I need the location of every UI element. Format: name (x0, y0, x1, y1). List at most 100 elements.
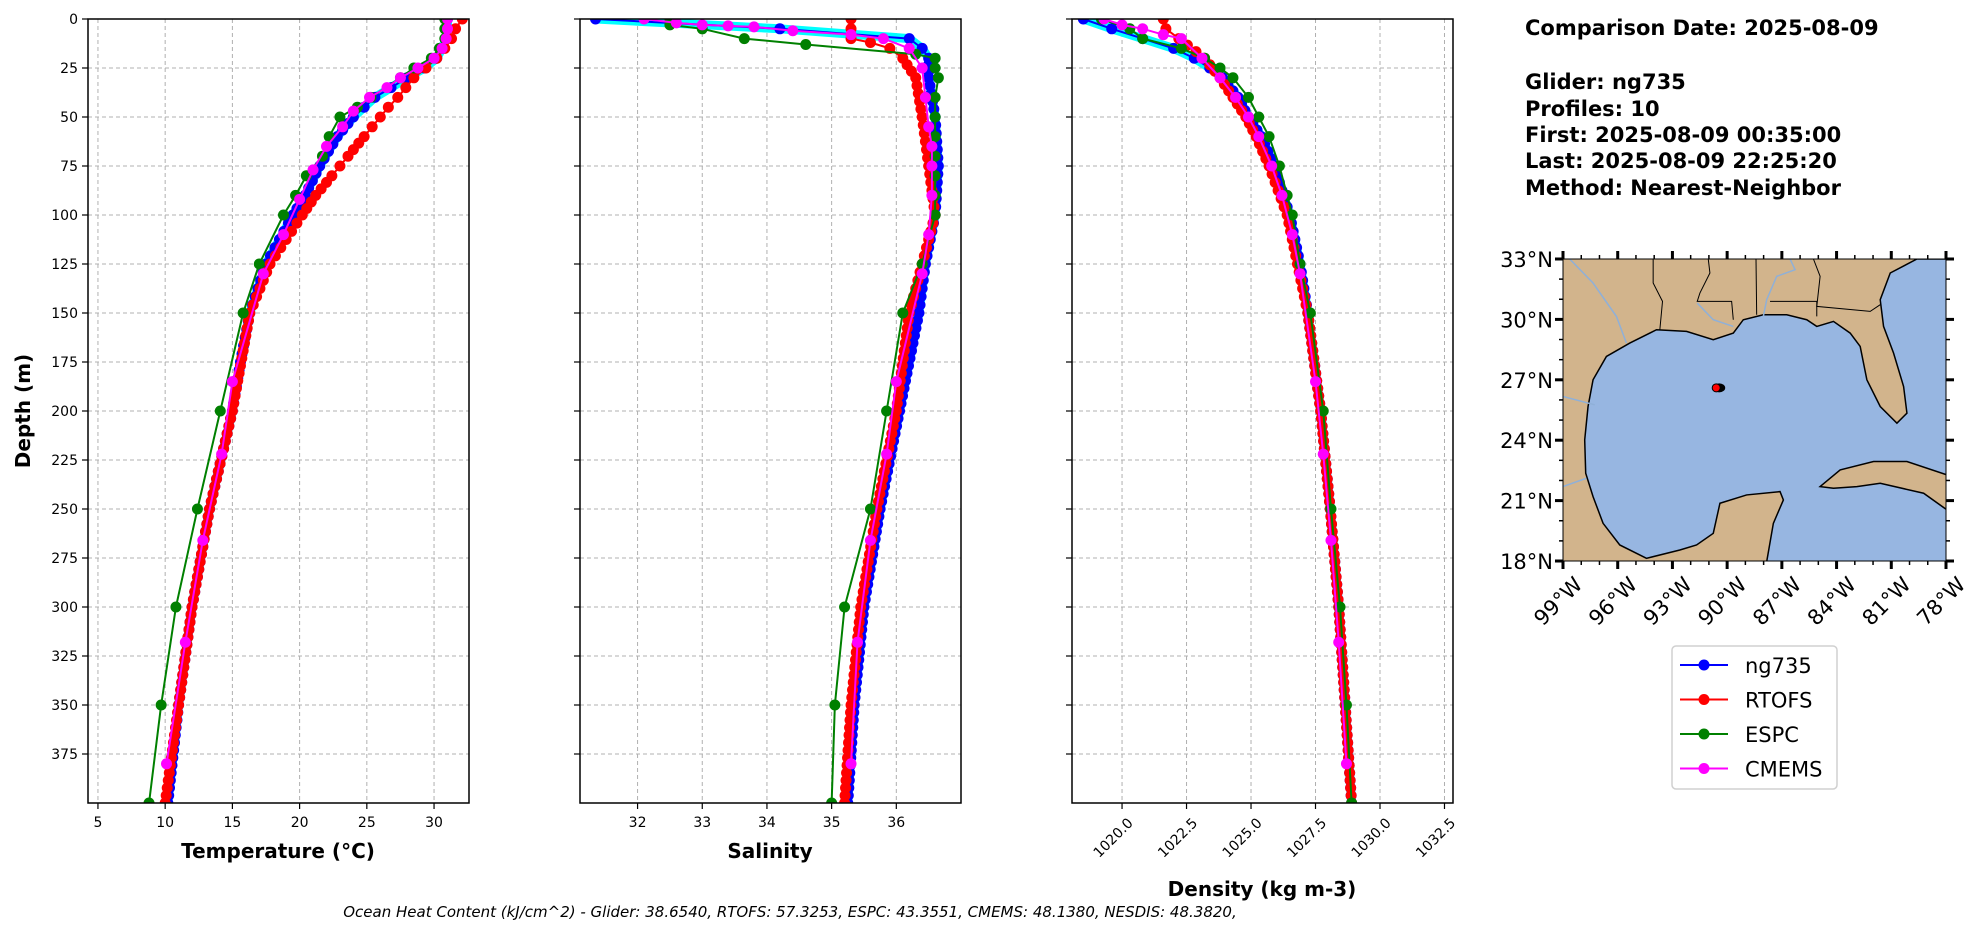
x-axis-label-salinity: Salinity (727, 839, 812, 863)
data-point-cmems (923, 121, 935, 133)
x-tick-label: 1030.0 (1349, 815, 1395, 861)
data-point-cmems (226, 376, 238, 388)
map-lat-label: 21°N (1500, 490, 1553, 514)
x-tick-label: 35 (823, 815, 841, 831)
state-border (1755, 259, 1758, 315)
data-point-espc (155, 699, 167, 711)
data-point-ng735 (914, 299, 926, 311)
x-tick-label: 34 (758, 815, 776, 831)
data-point-cmems (923, 229, 935, 241)
map-lat-label: 30°N (1500, 308, 1553, 332)
data-point-cmems (903, 42, 915, 54)
data-point-cmems (1310, 376, 1322, 388)
y-tick-label: 225 (51, 453, 78, 469)
data-point-rtofs (839, 797, 851, 803)
state-border (1652, 259, 1664, 330)
map-lon-label: 84°W (1803, 572, 1861, 630)
data-point-espc (929, 52, 941, 64)
series-group (143, 19, 468, 803)
data-point-espc (839, 601, 851, 613)
data-point-cmems (364, 91, 376, 103)
info-line: Last: 2025-08-09 22:25:20 (1525, 149, 1837, 173)
y-axis-label: Depth (m) (11, 354, 35, 468)
data-point-espc (932, 72, 944, 84)
data-point-cmems (197, 534, 209, 546)
data-point-cmems (1116, 19, 1128, 31)
legend-marker (1698, 694, 1710, 705)
data-point-cmems (916, 268, 928, 280)
river (1696, 302, 1734, 328)
data-point-cmems (638, 19, 650, 25)
data-point-espc (1286, 209, 1298, 221)
series-espc (664, 19, 944, 803)
axes-frame (87, 18, 470, 804)
data-point-rtofs (382, 101, 394, 113)
map-content (1563, 259, 1946, 561)
state-border (1770, 300, 1818, 317)
data-point-cmems (277, 229, 289, 241)
y-tick-label: 300 (51, 600, 78, 616)
data-point-cmems (394, 72, 406, 84)
data-point-espc (1334, 601, 1346, 613)
data-point-cmems (926, 160, 938, 172)
data-point-rtofs (450, 23, 462, 35)
location-map: 18°N 21°N 24°N 27°N 30°N 33°N 99°W96°W93°W90°W… (1500, 248, 1970, 630)
glider-position-marker (1711, 383, 1721, 393)
info-line: Comparison Date: 2025-08-09 (1525, 16, 1879, 40)
x-axis-label-density: Density (kg m-3) (1168, 877, 1357, 901)
data-point-cmems (436, 42, 448, 54)
y-tick-label: 150 (51, 306, 78, 322)
data-point-espc (929, 62, 941, 74)
data-point-espc (1304, 307, 1316, 319)
axes-frame (1071, 18, 1454, 804)
x-tick-label: 36 (887, 815, 905, 831)
y-tick-label: 250 (51, 502, 78, 518)
y-tick-label: 375 (51, 747, 78, 763)
legend-label: ng735 (1745, 654, 1812, 678)
ocean-heat-content-footer: Ocean Heat Content (kJ/cm^2) - Glider: 3… (343, 903, 1236, 921)
profile-panels: 5 10 15 20 25 3002550751001251501752002252502… (51, 12, 1459, 861)
y-tick-label: 175 (51, 355, 78, 371)
data-point-cmems (877, 33, 889, 45)
data-point-cmems (441, 19, 453, 25)
data-point-rtofs (1157, 19, 1169, 25)
data-point-rtofs (269, 250, 281, 262)
data-point-ng735 (1077, 19, 1089, 25)
x-tick-label: 1020.0 (1091, 815, 1137, 861)
data-point-cmems (890, 376, 902, 388)
legend-label: RTOFS (1745, 689, 1812, 713)
data-point-cmems (1242, 111, 1254, 123)
data-point-cmems (179, 636, 191, 648)
legend-label: CMEMS (1745, 758, 1823, 782)
data-point-espc (334, 111, 346, 123)
legend: ng735 RTOFS ESPC CMEMS (1671, 645, 1838, 790)
map-lat-label: 24°N (1500, 429, 1553, 453)
data-point-cmems (1098, 19, 1110, 25)
data-point-cmems (347, 105, 359, 117)
data-point-cmems (722, 20, 734, 32)
data-point-rtofs (374, 111, 386, 123)
x-axis-label-temperature: Temperature (°C) (181, 839, 375, 863)
data-point-rtofs (291, 217, 303, 229)
map-lat-label: 27°N (1500, 369, 1553, 393)
map-lon-label: 90°W (1693, 572, 1751, 630)
data-point-espc (277, 209, 289, 221)
data-point-espc (1294, 258, 1306, 270)
x-tick-label: 5 (93, 815, 102, 831)
data-point-cmems (926, 189, 938, 201)
data-point-cmems (428, 52, 440, 64)
y-tick-label: 350 (51, 698, 78, 714)
info-line: Profiles: 10 (1525, 97, 1660, 121)
map-lon-label: 78°W (1912, 572, 1970, 630)
data-point-cmems (1333, 636, 1345, 648)
data-point-rtofs (845, 19, 857, 25)
data-point-cmems (926, 140, 938, 152)
panel-salinity: 32 33 34 35 36 (574, 18, 962, 831)
data-point-espc (829, 699, 841, 711)
axes-frame (579, 18, 962, 804)
data-point-rtofs (864, 37, 876, 49)
x-tick-label: 20 (291, 815, 309, 831)
map-lat-label: 18°N (1500, 550, 1553, 574)
data-point-cmems (1175, 33, 1187, 45)
data-point-espc (1227, 72, 1239, 84)
